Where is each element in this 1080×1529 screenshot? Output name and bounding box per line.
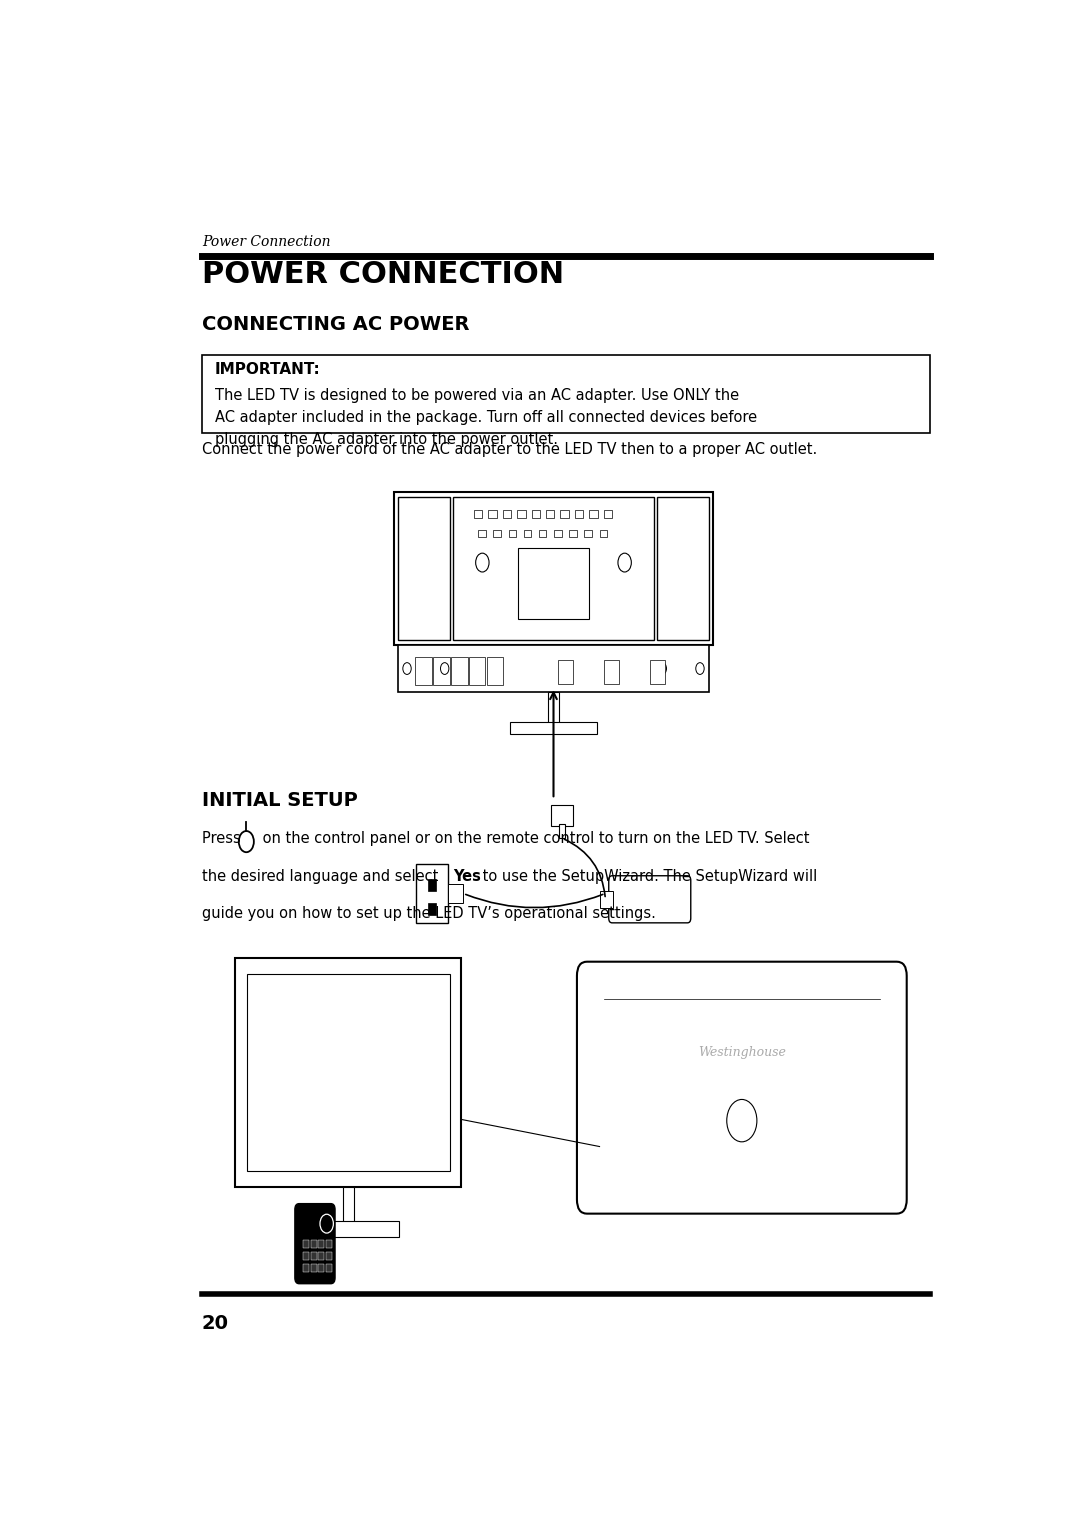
Bar [590, 509, 597, 518]
Bar [342, 1187, 354, 1225]
Bar [650, 661, 665, 683]
Bar [509, 529, 516, 537]
Bar [303, 1263, 309, 1272]
Bar [551, 806, 572, 826]
Bar [416, 657, 432, 685]
Bar [303, 1252, 309, 1260]
Bar [486, 657, 503, 685]
Bar [546, 509, 554, 518]
Text: the desired language and select: the desired language and select [202, 868, 443, 884]
Bar [494, 529, 501, 537]
Bar [524, 529, 531, 537]
Bar [469, 657, 486, 685]
Text: Yes: Yes [454, 868, 481, 884]
Bar [599, 891, 613, 908]
Bar [319, 1240, 324, 1248]
Bar [549, 693, 558, 725]
Bar [397, 497, 449, 641]
Bar [575, 509, 583, 518]
Bar [557, 661, 572, 683]
Bar [561, 509, 569, 518]
Bar [326, 1240, 332, 1248]
Bar [235, 957, 461, 1187]
FancyBboxPatch shape [416, 864, 448, 924]
Bar [319, 1252, 324, 1260]
FancyBboxPatch shape [202, 355, 930, 433]
Text: The LED TV is designed to be powered via an AC adapter. Use ONLY the
AC adapter : The LED TV is designed to be powered via… [215, 388, 757, 446]
Bar [448, 884, 463, 902]
Bar [433, 657, 450, 685]
Bar [658, 497, 710, 641]
Bar [319, 1263, 324, 1272]
Bar [311, 1252, 316, 1260]
Bar [531, 509, 540, 518]
Text: Connect the power cord of the AC adapter to the LED TV then to a proper AC outle: Connect the power cord of the AC adapter… [202, 442, 818, 457]
Bar [474, 509, 483, 518]
Bar [394, 492, 713, 645]
Bar [451, 657, 468, 685]
Bar [558, 824, 565, 838]
Text: Westinghouse: Westinghouse [698, 1046, 786, 1060]
Bar [326, 1263, 332, 1272]
Bar [454, 497, 654, 641]
FancyBboxPatch shape [577, 962, 907, 1214]
Bar [303, 1240, 309, 1248]
Text: IMPORTANT:: IMPORTANT: [215, 362, 321, 378]
Bar [311, 1240, 316, 1248]
Bar [584, 529, 592, 537]
Bar [604, 661, 619, 683]
Bar [503, 509, 511, 518]
Bar [397, 645, 710, 693]
Bar [428, 879, 436, 891]
Text: on the control panel or on the remote control to turn on the LED TV. Select: on the control panel or on the remote co… [258, 832, 810, 846]
Text: Press: Press [202, 832, 245, 846]
Bar [518, 549, 589, 619]
Bar [311, 1263, 316, 1272]
Bar [554, 529, 562, 537]
Bar [478, 529, 486, 537]
Text: to use the SetupWizard. The SetupWizard will: to use the SetupWizard. The SetupWizard … [478, 868, 818, 884]
Bar [428, 902, 436, 914]
Bar [539, 529, 546, 537]
Bar [488, 509, 497, 518]
Bar [326, 1252, 332, 1260]
FancyBboxPatch shape [295, 1203, 335, 1284]
Text: guide you on how to set up the LED TV’s operational settings.: guide you on how to set up the LED TV’s … [202, 907, 656, 922]
Bar [247, 974, 449, 1171]
Text: CONNECTING AC POWER: CONNECTING AC POWER [202, 315, 470, 335]
Bar [604, 509, 612, 518]
Text: INITIAL SETUP: INITIAL SETUP [202, 790, 357, 810]
FancyBboxPatch shape [609, 876, 691, 924]
Bar [510, 722, 597, 734]
Bar [569, 529, 577, 537]
Text: POWER CONNECTION: POWER CONNECTION [202, 260, 564, 289]
Text: Power Connection: Power Connection [202, 235, 330, 249]
Bar [599, 529, 607, 537]
Bar [298, 1222, 399, 1237]
Bar [517, 509, 526, 518]
Text: 20: 20 [202, 1313, 229, 1333]
